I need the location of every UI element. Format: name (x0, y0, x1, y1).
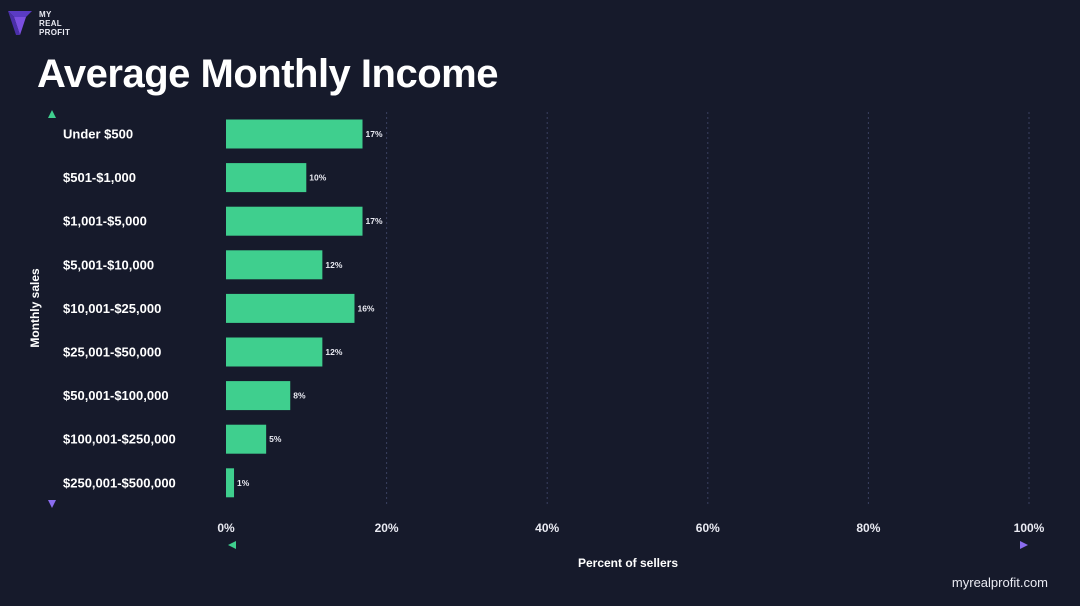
category-label: $250,001-$500,000 (63, 475, 176, 490)
y-axis-label: Monthly sales (28, 268, 42, 348)
bar (226, 163, 307, 193)
category-label: $25,001-$50,000 (63, 345, 161, 360)
category-label: Under $500 (63, 127, 133, 142)
category-label: $100,001-$250,000 (63, 432, 176, 447)
logo-line: REAL (39, 19, 62, 28)
data-label: 12% (325, 260, 342, 270)
bar (226, 381, 291, 411)
axes-layer: 0% 20% 40% 60% 80% 100% Under $500 $501-$1,000 $… (28, 110, 1045, 570)
data-label: 17% (366, 216, 383, 226)
data-label: 1% (237, 478, 250, 488)
y-arrowhead-up (48, 110, 56, 118)
logo-line: MY (39, 10, 52, 19)
bar (226, 206, 363, 236)
bar (226, 424, 267, 454)
bar (226, 250, 323, 280)
logo-line: PROFIT (39, 28, 71, 37)
data-label: 8% (293, 391, 306, 401)
grid-layer (386, 112, 1030, 505)
x-tick-label: 100% (1014, 521, 1045, 535)
x-tick-label: 0% (217, 521, 235, 535)
x-tick-label: 40% (535, 521, 559, 535)
y-arrowhead-down (48, 500, 56, 508)
data-label: 10% (309, 173, 326, 183)
x-tick-label: 80% (856, 521, 880, 535)
bar (226, 293, 355, 323)
footer-url: myrealprofit.com (951, 575, 1048, 590)
x-tick-label: 60% (696, 521, 720, 535)
bar (226, 337, 323, 367)
bar (226, 119, 363, 149)
logo-mark-icon (8, 11, 32, 35)
x-tick-label: 20% (375, 521, 399, 535)
category-label: $501-$1,000 (63, 170, 136, 185)
x-axis-label: Percent of sellers (578, 556, 678, 570)
category-label: $10,001-$25,000 (63, 301, 161, 316)
data-label: 12% (325, 347, 342, 357)
bar (226, 468, 235, 498)
category-label: $1,001-$5,000 (63, 214, 147, 229)
data-label: 16% (357, 303, 374, 313)
data-label: 17% (366, 129, 383, 139)
brand-logo: MY REAL PROFIT (6, 7, 86, 43)
x-arrowhead-left (228, 541, 236, 549)
category-label: $5,001-$10,000 (63, 257, 154, 272)
page-title: Average Monthly Income (37, 52, 498, 96)
category-label: $50,001-$100,000 (63, 388, 169, 403)
logo-text: MY REAL PROFIT (39, 10, 70, 37)
x-arrowhead-right (1020, 541, 1028, 549)
data-label: 5% (269, 434, 282, 444)
bars-layer: 17% 10% 17% 12% 16% 12% 8% 5% 1% (226, 119, 383, 498)
